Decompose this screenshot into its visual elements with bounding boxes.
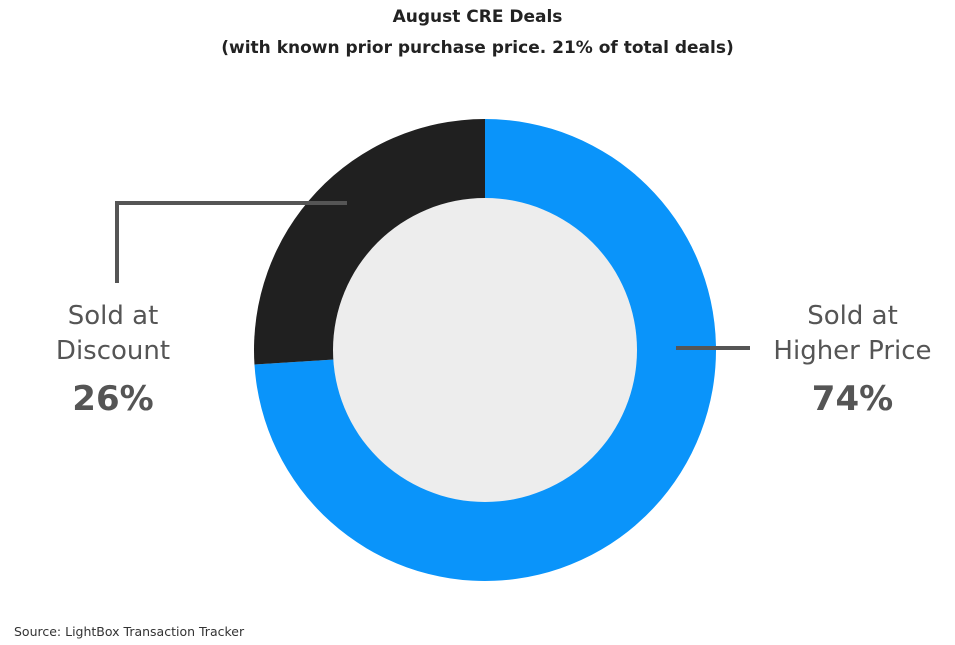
- label-discount: Sold at Discount 26%: [28, 299, 198, 419]
- label-higher-percent: 74%: [811, 379, 894, 419]
- source-note: Source: LightBox Transaction Tracker: [14, 624, 245, 639]
- leader-line-discount: [115, 201, 347, 283]
- label-discount-line2: Discount: [55, 336, 171, 366]
- label-higher-line2: Higher Price: [773, 336, 932, 366]
- label-higher-line1: Sold at: [807, 301, 898, 331]
- donut-center: [333, 198, 637, 502]
- label-discount-line1: Sold at: [67, 301, 159, 331]
- chart-title: August CRE Deals: [392, 7, 563, 27]
- label-discount-percent: 26%: [72, 379, 154, 419]
- label-higher-price: Sold at Higher Price 74%: [760, 299, 945, 419]
- chart-subtitle: (with known prior purchase price. 21% of…: [221, 38, 734, 58]
